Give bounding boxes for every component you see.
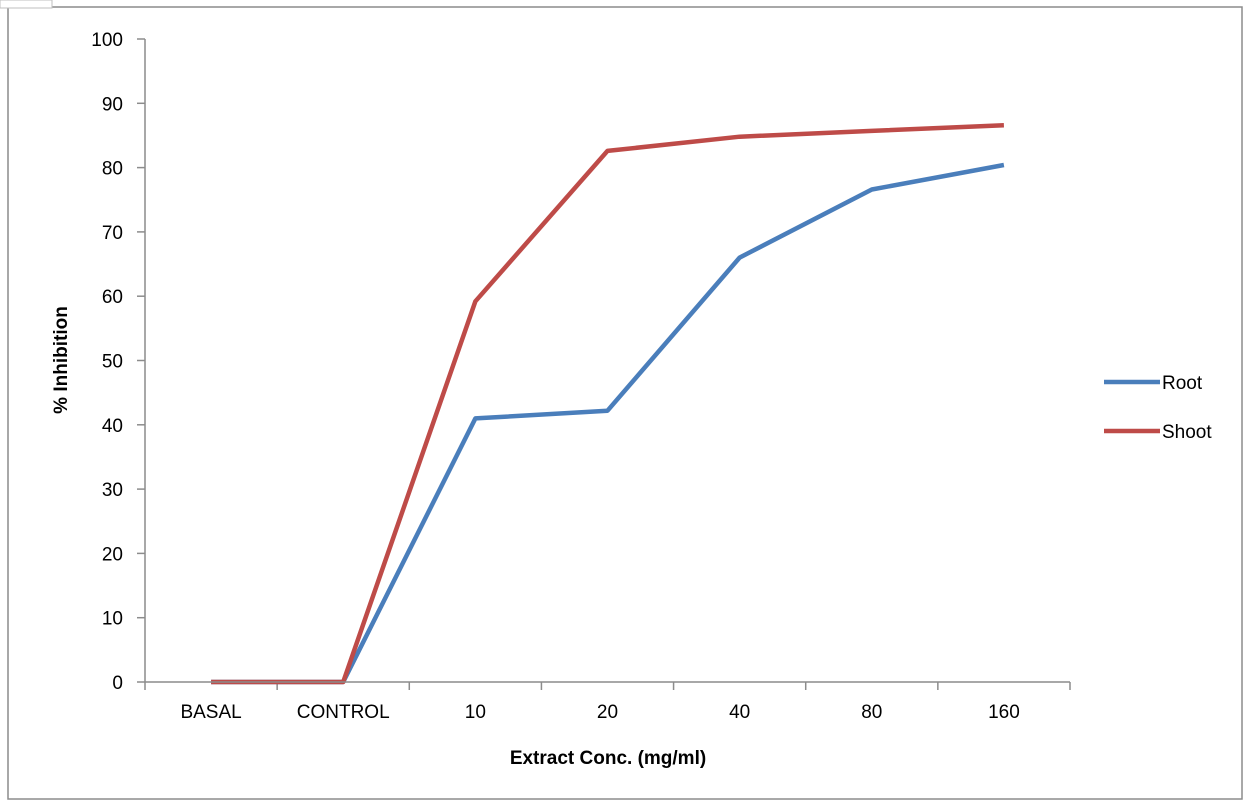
x-tick-label: 40: [729, 702, 750, 723]
chart-border: [7, 6, 1243, 800]
x-tick-label: CONTROL: [297, 702, 390, 723]
y-tick-label: 70: [102, 223, 123, 244]
y-tick-label: 100: [91, 30, 123, 51]
x-tick-label: 20: [597, 702, 618, 723]
y-tick-label: 0: [112, 673, 123, 694]
x-tick-label: 80: [861, 702, 882, 723]
x-tick-label: BASAL: [180, 702, 241, 723]
chart-corner-tab: [0, 0, 53, 9]
y-tick-label: 20: [102, 544, 123, 565]
y-tick-label: 40: [102, 416, 123, 437]
legend-label-shoot: Shoot: [1162, 422, 1212, 443]
y-tick-label: 30: [102, 480, 123, 501]
x-tick-label: 10: [465, 702, 486, 723]
x-axis-ticks: BASAL CONTROL 10 20 40 80 160: [144, 682, 1071, 723]
x-tick-label: 160: [988, 702, 1020, 723]
y-tick-label: 60: [102, 287, 123, 308]
y-tick-label: 10: [102, 609, 123, 630]
legend: Root Shoot: [1104, 373, 1212, 443]
x-axis-title: Extract Conc. (mg/ml): [510, 748, 706, 769]
y-tick-label: 50: [102, 352, 123, 373]
y-axis-ticks: 0 10 20 30 40 50 60 70 80 90 100: [91, 30, 145, 694]
y-tick-label: 80: [102, 159, 123, 180]
y-axis-title: % Inhibition: [51, 306, 72, 414]
legend-label-root: Root: [1162, 373, 1203, 394]
y-tick-label: 90: [102, 94, 123, 115]
